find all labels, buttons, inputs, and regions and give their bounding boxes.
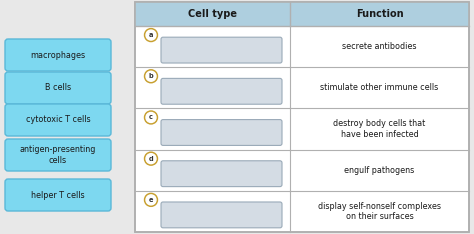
Text: d: d <box>149 156 153 162</box>
Circle shape <box>145 111 157 124</box>
Text: macrophages: macrophages <box>30 51 86 59</box>
FancyBboxPatch shape <box>161 120 282 145</box>
FancyBboxPatch shape <box>161 161 282 187</box>
FancyBboxPatch shape <box>161 202 282 228</box>
Text: helper T cells: helper T cells <box>31 190 85 200</box>
Text: b: b <box>149 73 153 79</box>
FancyBboxPatch shape <box>161 78 282 104</box>
Circle shape <box>146 71 156 81</box>
Circle shape <box>146 154 156 164</box>
Text: cytotoxic T cells: cytotoxic T cells <box>26 116 91 124</box>
Circle shape <box>145 29 157 42</box>
Text: antigen-presenting
cells: antigen-presenting cells <box>20 145 96 165</box>
Circle shape <box>146 195 156 205</box>
Bar <box>135 2 469 232</box>
FancyBboxPatch shape <box>5 139 111 171</box>
Text: Cell type: Cell type <box>188 9 237 19</box>
Text: B cells: B cells <box>45 84 71 92</box>
Bar <box>135 2 469 232</box>
Circle shape <box>145 193 157 206</box>
Circle shape <box>146 113 156 122</box>
Text: c: c <box>149 114 153 121</box>
FancyBboxPatch shape <box>5 39 111 71</box>
Text: Function: Function <box>356 9 403 19</box>
Text: engulf pathogens: engulf pathogens <box>345 166 415 175</box>
Circle shape <box>145 152 157 165</box>
Text: stimulate other immune cells: stimulate other immune cells <box>320 83 438 92</box>
Text: destroy body cells that
have been infected: destroy body cells that have been infect… <box>333 119 426 139</box>
Text: e: e <box>149 197 153 203</box>
FancyBboxPatch shape <box>5 179 111 211</box>
Text: display self-nonself complexes
on their surfaces: display self-nonself complexes on their … <box>318 202 441 221</box>
Text: secrete antibodies: secrete antibodies <box>342 42 417 51</box>
Circle shape <box>146 30 156 40</box>
Circle shape <box>145 70 157 83</box>
Bar <box>135 2 469 26</box>
FancyBboxPatch shape <box>161 37 282 63</box>
Text: a: a <box>149 32 153 38</box>
FancyBboxPatch shape <box>5 104 111 136</box>
FancyBboxPatch shape <box>5 72 111 104</box>
